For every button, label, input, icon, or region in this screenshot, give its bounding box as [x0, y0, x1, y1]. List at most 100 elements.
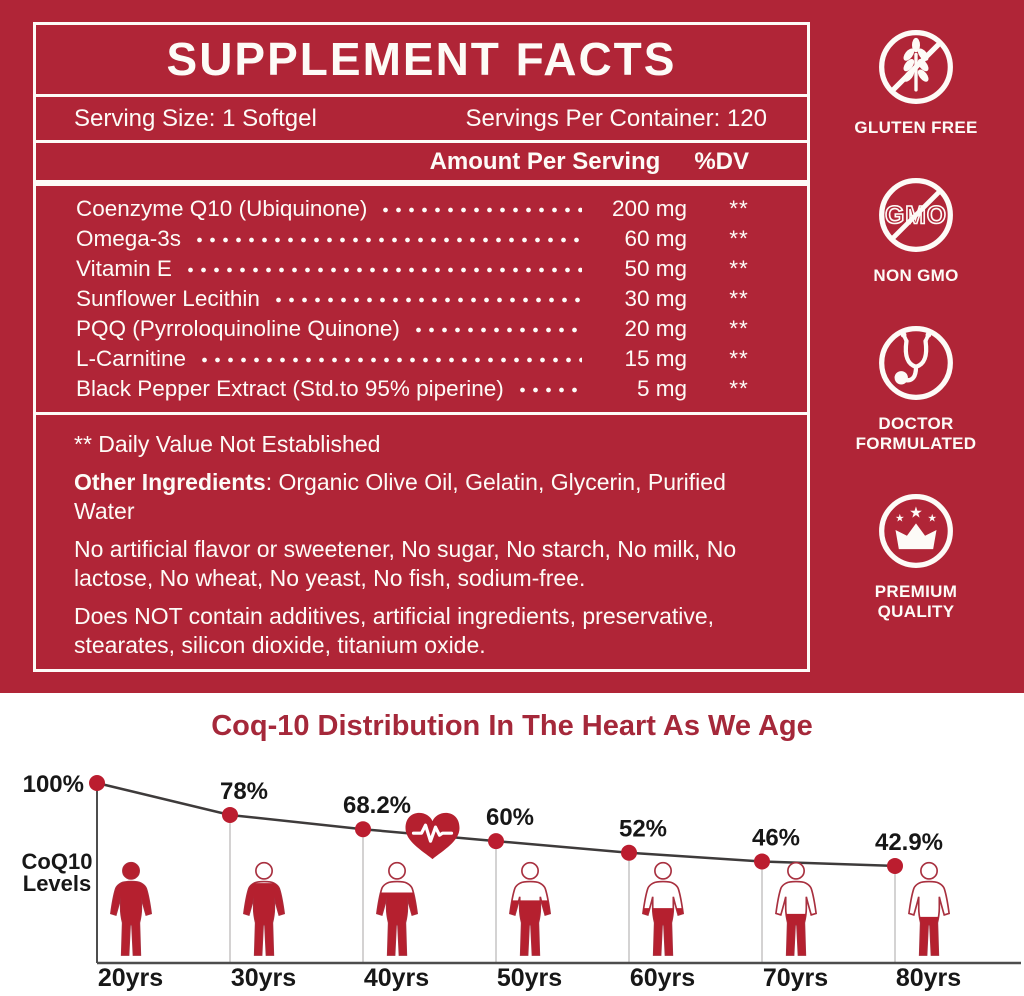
supplement-facts-panel: SUPPLEMENT FACTS Serving Size: 1 Softgel…	[33, 22, 810, 672]
badge-column: GLUTEN FREE GMO NON GMO DOCTOR FORMULATE…	[838, 26, 994, 658]
ingredient-row: Omega-3s 60 mg **	[76, 224, 785, 254]
ingredient-name: Sunflower Lecithin	[76, 286, 260, 311]
point-label: 68.2%	[343, 792, 411, 819]
servings-per-container: Servings Per Container: 120	[465, 104, 768, 132]
svg-text:★: ★	[895, 513, 904, 524]
ingredient-dv: **	[729, 376, 749, 401]
ingredient-name: PQQ (Pyrroloquinoline Quinone)	[76, 316, 400, 341]
claims-paragraph-1: No artificial flavor or sweetener, No su…	[74, 536, 737, 591]
human-figure	[775, 861, 817, 956]
ingredient-dv: **	[729, 346, 749, 371]
ingredient-amount: 5 mg	[636, 376, 687, 401]
data-point	[754, 853, 770, 870]
ingredient-row: Vitamin E 50 mg **	[76, 254, 785, 284]
data-point	[89, 775, 105, 791]
data-point	[222, 806, 238, 823]
amount-per-serving-header: Amount Per Serving	[429, 147, 661, 175]
serving-row: Serving Size: 1 Softgel Servings Per Con…	[36, 97, 807, 144]
x-axis-tick-label: 70yrs	[763, 964, 828, 992]
ingredient-dv: **	[729, 286, 749, 311]
ingredient-dv: **	[729, 196, 749, 221]
x-axis-tick-label: 20yrs	[98, 964, 163, 992]
crown-stars-icon: ★ ★ ★	[879, 494, 953, 568]
claims-paragraph-2: Does NOT contain additives, artificial i…	[74, 603, 715, 658]
point-label: 42.9%	[875, 829, 943, 856]
ingredient-name: Coenzyme Q10 (Ubiquinone)	[76, 196, 368, 221]
point-label: 46%	[752, 824, 800, 851]
dotted-leader	[513, 374, 582, 404]
badge-doctor-formulated: DOCTOR FORMULATED	[846, 322, 986, 454]
panel-title: SUPPLEMENT FACTS	[166, 33, 677, 86]
data-point	[355, 821, 371, 838]
ingredient-table: Coenzyme Q10 (Ubiquinone) 200 mg ** Omega-3…	[36, 186, 807, 415]
badge-label: PREMIUM QUALITY	[874, 582, 958, 621]
badge-label: DOCTOR FORMULATED	[855, 414, 977, 453]
dv-header: %DV	[694, 147, 749, 175]
human-figure	[908, 861, 950, 956]
wheat-crossed-icon	[879, 30, 953, 104]
human-figure	[509, 861, 551, 956]
ingredient-amount: 60 mg	[624, 226, 687, 251]
stethoscope-icon	[879, 326, 953, 400]
badge-label: GLUTEN FREE	[854, 118, 978, 137]
dotted-leader	[196, 344, 582, 374]
ingredient-amount: 50 mg	[624, 256, 687, 281]
x-axis-tick-label: 80yrs	[896, 964, 961, 992]
point-label: 78%	[220, 778, 268, 805]
daily-value-footnote: ** Daily Value Not Established	[74, 431, 381, 457]
svg-text:★: ★	[909, 505, 923, 522]
data-point	[488, 833, 504, 850]
coq10-age-chart: 100% 78% 68.2% 60% 52% 46% 42.9% CoQ10 Levels 20y…	[22, 771, 1021, 992]
chart-section: 100% 78% 68.2% 60% 52% 46% 42.9% CoQ10 Levels 20y…	[0, 693, 1024, 996]
ingredient-row: Coenzyme Q10 (Ubiquinone) 200 mg **	[76, 194, 785, 224]
x-axis-tick-label: 40yrs	[364, 964, 429, 992]
ingredient-row: Sunflower Lecithin 30 mg **	[76, 284, 785, 314]
dotted-leader	[191, 224, 582, 254]
data-point	[887, 857, 903, 874]
ingredient-dv: **	[729, 256, 749, 281]
human-figure	[110, 861, 152, 956]
dotted-leader	[377, 194, 582, 224]
ingredient-row: Black Pepper Extract (Std.to 95% piperin…	[76, 374, 785, 404]
badge-non-gmo: GMO NON GMO	[846, 174, 986, 286]
dotted-leader	[269, 284, 582, 314]
ingredient-row: L-Carnitine 15 mg **	[76, 344, 785, 374]
ingredient-amount: 15 mg	[624, 346, 687, 371]
badge-label: NON GMO	[873, 266, 959, 285]
serving-size: Serving Size: 1 Softgel	[74, 104, 317, 132]
point-label: 60%	[486, 804, 534, 831]
dotted-leader	[181, 254, 582, 284]
footnotes: ** Daily Value Not Established Other Ing…	[36, 415, 807, 669]
other-ingredients-label: Other Ingredients	[74, 469, 266, 495]
x-axis-tick-label: 60yrs	[630, 964, 695, 992]
badge-premium-quality: ★ ★ ★ PREMIUM QUALITY	[846, 490, 986, 622]
ingredient-name: Black Pepper Extract (Std.to 95% piperin…	[76, 376, 504, 401]
dotted-leader	[409, 314, 582, 344]
ingredient-dv: **	[729, 226, 749, 251]
amount-header-row: Amount Per Serving %DV	[36, 143, 807, 186]
human-figure	[376, 861, 418, 956]
x-axis-tick-label: 30yrs	[231, 964, 296, 992]
svg-text:★: ★	[928, 513, 937, 524]
other-ingredients-text: : Organic Olive Oil, Gelatin, Glycerin, …	[74, 469, 726, 524]
heart-pulse-icon	[405, 812, 460, 860]
point-label: 52%	[619, 816, 667, 843]
ingredient-name: Vitamin E	[76, 256, 172, 281]
panel-title-row: SUPPLEMENT FACTS	[36, 25, 807, 97]
ingredient-dv: **	[729, 316, 749, 341]
ingredient-row: PQQ (Pyrroloquinoline Quinone) 20 mg **	[76, 314, 785, 344]
gmo-crossed-icon: GMO	[879, 178, 953, 252]
ingredient-amount: 20 mg	[624, 316, 687, 341]
chart-title: Coq-10 Distribution In The Heart As We A…	[211, 710, 813, 742]
human-figure	[243, 861, 285, 956]
y-axis-label: CoQ10 Levels	[22, 849, 93, 896]
ingredient-amount: 200 mg	[611, 196, 687, 221]
other-ingredients: Other Ingredients: Organic Olive Oil, Ge…	[74, 468, 781, 526]
ingredient-name: Omega-3s	[76, 226, 182, 251]
data-point	[621, 844, 637, 861]
badge-gluten-free: GLUTEN FREE	[846, 26, 986, 138]
ingredient-amount: 30 mg	[624, 286, 687, 311]
ingredient-name: L-Carnitine	[76, 346, 187, 371]
x-axis-tick-label: 50yrs	[497, 964, 562, 992]
label-background: SUPPLEMENT FACTS Serving Size: 1 Softgel…	[0, 0, 1024, 693]
